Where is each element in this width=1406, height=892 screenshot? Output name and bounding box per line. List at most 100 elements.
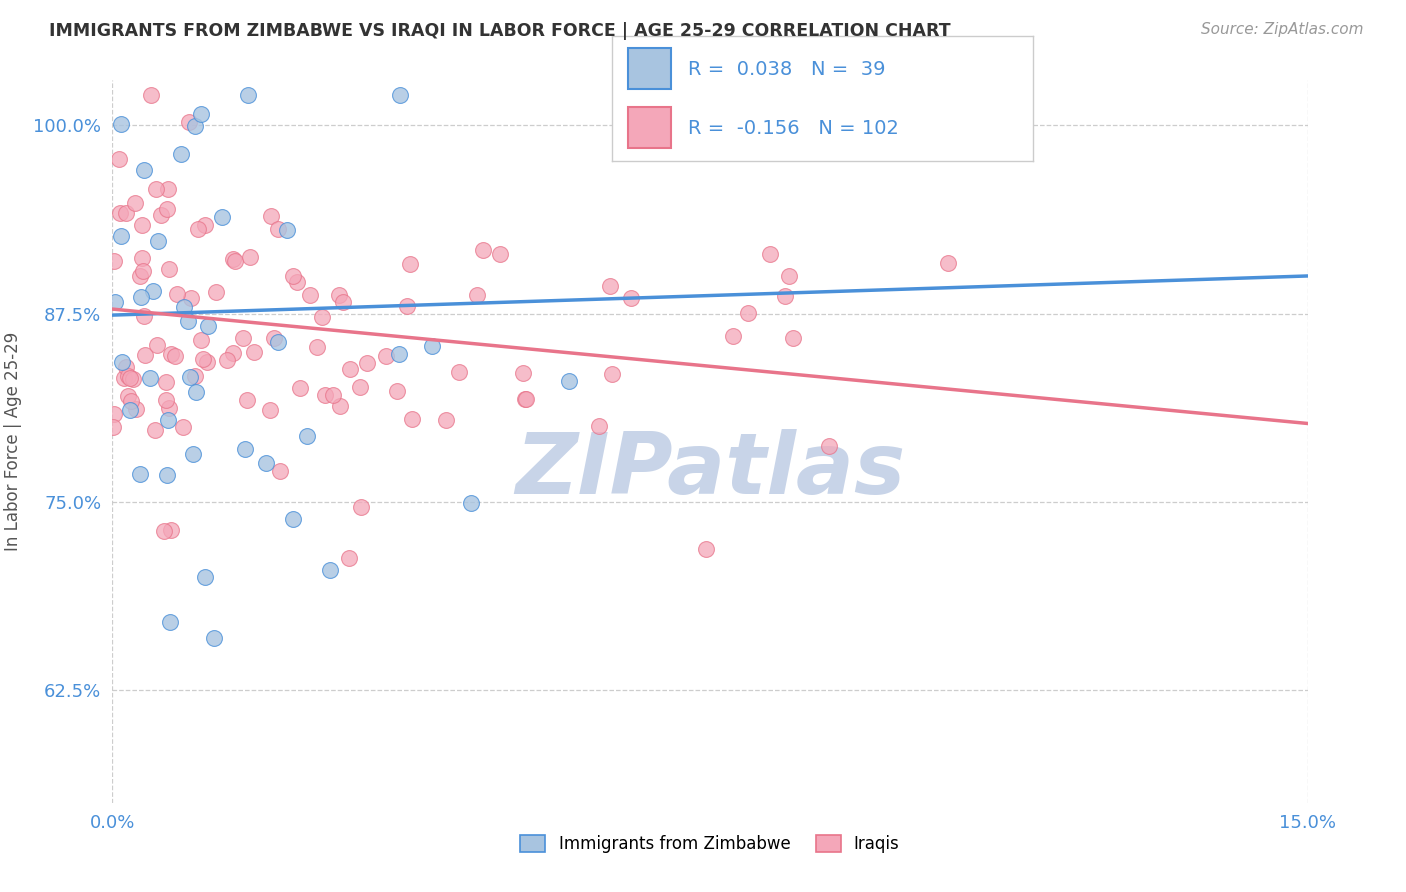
Point (157, 262, 180, 277)
Point (773, 289, 796, 303)
Point (172, 419, 194, 434)
Point (314, 388, 336, 402)
Point (305, 340, 328, 354)
Point (156, 468, 179, 483)
Point (600, 368, 623, 382)
Point (122, 371, 145, 385)
Point (157, 181, 180, 195)
Point (110, 228, 132, 243)
Text: IMMIGRANTS FROM ZIMBABWE VS IRAQI IN LABOR FORCE | AGE 25-29 CORRELATION CHART: IMMIGRANTS FROM ZIMBABWE VS IRAQI IN LAB… (49, 22, 950, 40)
Point (254, 456, 277, 470)
Point (374, 349, 396, 363)
Point (778, 268, 800, 283)
Point (239, 250, 262, 264)
Point (117, 388, 139, 402)
Point (159, 615, 181, 630)
Point (115, 206, 138, 220)
Bar (628, 48, 671, 89)
Point (356, 356, 378, 370)
Point (695, 542, 717, 557)
Point (103, 407, 125, 421)
Point (211, 210, 233, 224)
Point (295, 429, 318, 443)
Point (489, 246, 512, 260)
Point (349, 379, 371, 393)
Point (117, 369, 139, 384)
Point (197, 355, 219, 369)
Point (160, 523, 183, 537)
Point (557, 374, 579, 388)
Point (387, 384, 409, 399)
Point (328, 287, 350, 301)
Point (115, 359, 138, 374)
Point (260, 209, 283, 223)
Point (157, 412, 180, 426)
Point (285, 275, 308, 289)
Point (155, 376, 177, 390)
Point (472, 243, 495, 257)
Point (128, 467, 150, 481)
Point (465, 288, 488, 302)
Point (120, 393, 142, 408)
Point (139, 371, 162, 385)
Point (159, 346, 181, 360)
Point (388, 88, 411, 103)
Point (163, 349, 186, 363)
Point (132, 264, 155, 278)
Point (146, 234, 169, 248)
Point (142, 284, 165, 298)
Point (332, 294, 354, 309)
Point (269, 464, 291, 478)
Point (281, 268, 304, 283)
Point (129, 290, 152, 304)
Point (184, 368, 207, 383)
Point (191, 351, 214, 366)
Point (118, 402, 141, 417)
Point (131, 251, 153, 265)
Text: R =  0.038   N =  39: R = 0.038 N = 39 (688, 60, 884, 78)
Point (139, 88, 162, 103)
Point (152, 524, 174, 539)
Point (184, 384, 207, 399)
Text: R =  -0.156   N = 102: R = -0.156 N = 102 (688, 119, 898, 137)
Point (155, 393, 177, 408)
Point (108, 206, 131, 220)
Point (388, 347, 411, 361)
Point (620, 291, 643, 305)
Point (288, 381, 311, 395)
Point (936, 256, 959, 270)
Point (401, 412, 423, 426)
Point (259, 403, 281, 417)
Point (111, 355, 134, 369)
Point (181, 447, 204, 461)
Point (513, 392, 536, 407)
Point (118, 370, 141, 384)
Point (157, 401, 180, 415)
Point (276, 222, 298, 236)
Point (145, 182, 167, 196)
Point (319, 563, 342, 577)
Point (190, 106, 212, 120)
Point (337, 551, 360, 566)
Point (396, 299, 419, 313)
Point (782, 331, 804, 345)
Point (108, 153, 131, 167)
Point (180, 291, 202, 305)
Point (124, 402, 146, 417)
Point (143, 423, 166, 437)
Point (238, 88, 260, 103)
Point (737, 306, 759, 320)
Point (194, 569, 217, 583)
Point (224, 253, 246, 268)
Point (588, 418, 610, 433)
Point (339, 362, 361, 376)
Point (114, 371, 136, 385)
Point (173, 300, 195, 314)
Point (599, 279, 621, 293)
Point (236, 393, 259, 408)
Point (129, 268, 152, 283)
Point (132, 309, 155, 323)
Point (233, 442, 256, 456)
Point (103, 254, 125, 268)
Point (263, 331, 285, 345)
